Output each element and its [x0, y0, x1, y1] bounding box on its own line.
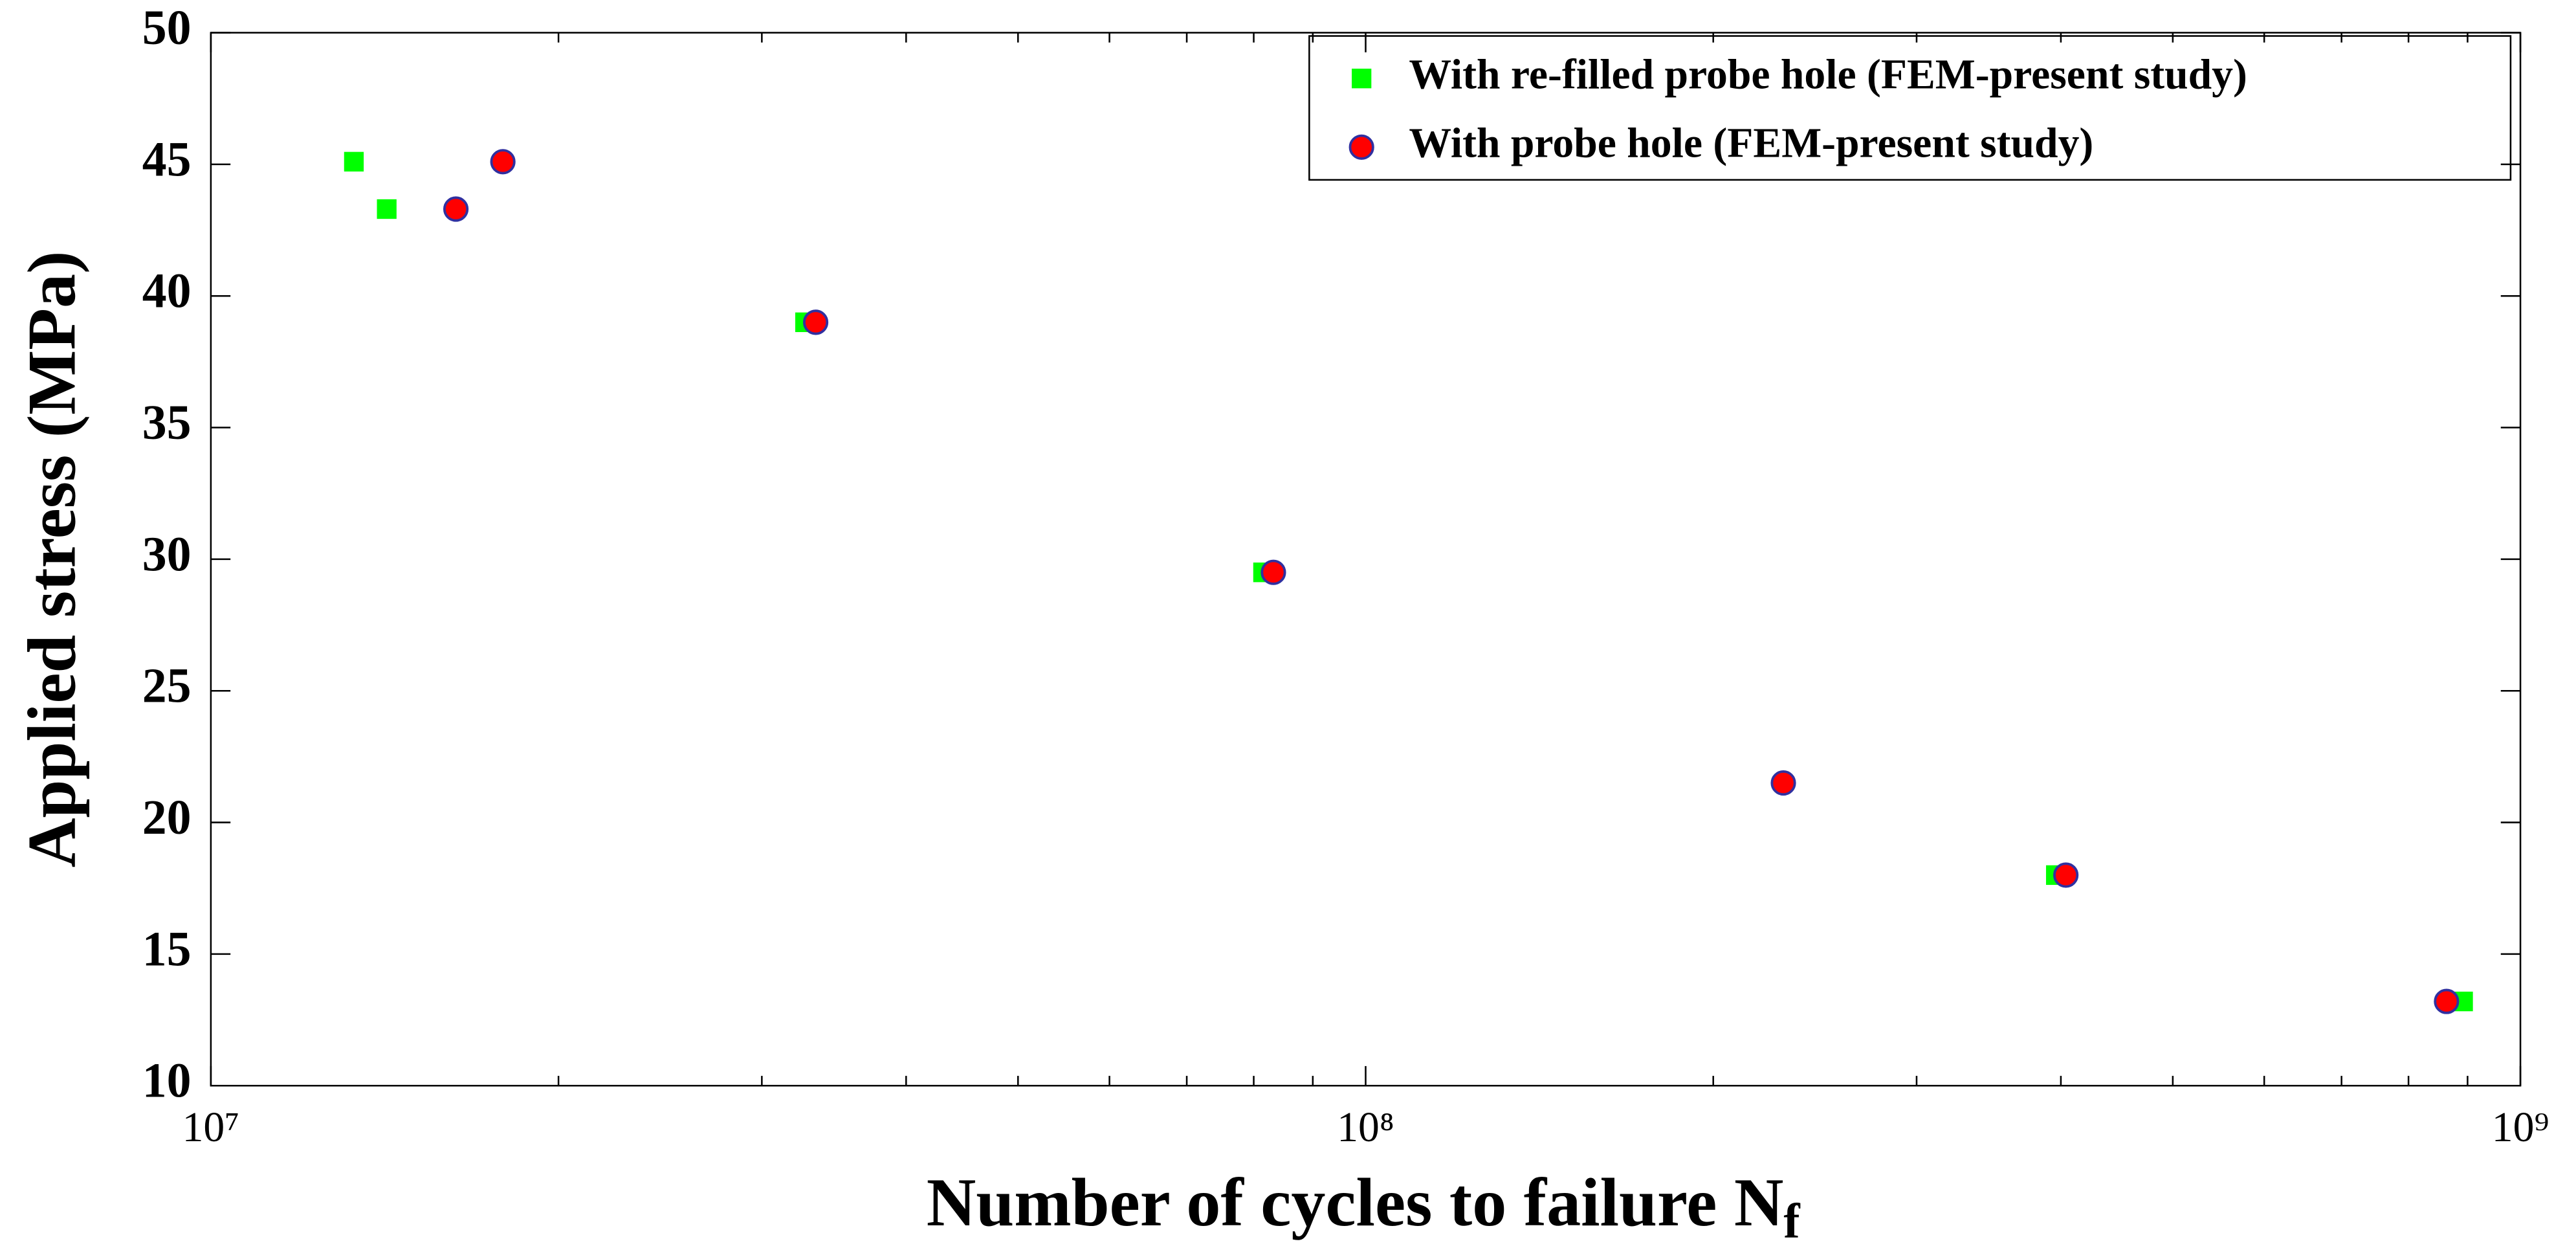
- x-axis-label: Number of cycles to failure Nf: [927, 1164, 1801, 1249]
- y-tick-label: 25: [142, 659, 192, 713]
- y-tick-label: 35: [142, 396, 192, 450]
- point: [2053, 862, 2079, 888]
- x-tick-label: 10⁸: [1337, 1104, 1394, 1151]
- y-tick-label: 10: [142, 1054, 192, 1108]
- legend-marker: [1349, 134, 1374, 160]
- y-tick-label: 45: [142, 132, 192, 186]
- y-tick-label: 15: [142, 922, 192, 976]
- x-tick-label: 10⁹: [2492, 1104, 2549, 1151]
- point: [490, 149, 516, 175]
- point: [2434, 988, 2460, 1014]
- x-axis-label-main: Number of cycles to failure N: [927, 1164, 1784, 1241]
- legend-marker: [1352, 69, 1372, 89]
- y-tick-label: 50: [142, 1, 192, 55]
- point: [802, 309, 829, 335]
- legend-label: With probe hole (FEM-present study): [1409, 119, 2093, 166]
- y-axis-label: Applied stress (MPa): [13, 251, 89, 868]
- y-tick-label: 40: [142, 264, 192, 318]
- plot-frame: [210, 32, 2522, 1087]
- y-tick-label: 20: [142, 790, 192, 845]
- point: [1770, 770, 1796, 796]
- point: [1260, 559, 1286, 585]
- legend-box: [1308, 35, 2512, 181]
- y-tick-label: 30: [142, 527, 192, 581]
- point: [344, 151, 364, 172]
- legend-label: With re-filled probe hole (FEM-present s…: [1409, 50, 2247, 98]
- x-axis-label-subscript: f: [1783, 1194, 1800, 1249]
- x-tick-label: 10⁷: [182, 1104, 240, 1151]
- point: [377, 199, 397, 219]
- point: [443, 196, 469, 222]
